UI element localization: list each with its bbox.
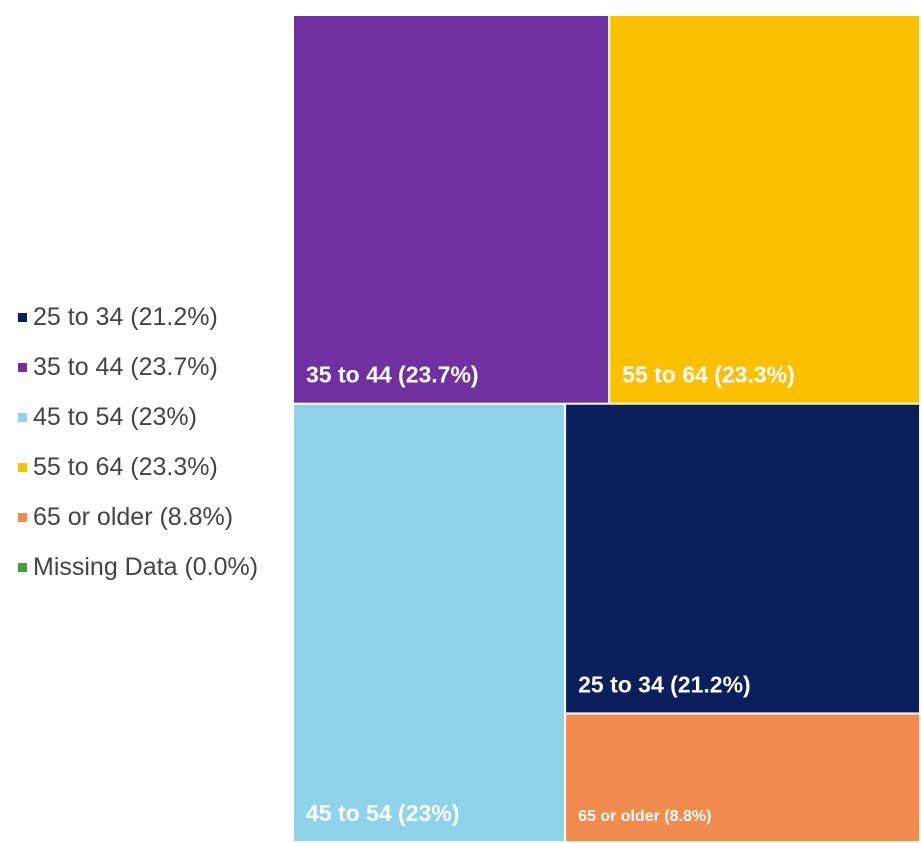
treemap-rect <box>610 16 919 403</box>
treemap-label: 25 to 34 (21.2%) <box>578 671 751 697</box>
legend: 25 to 34 (21.2%) 35 to 44 (23.7%) 45 to 54… <box>18 292 258 592</box>
treemap-label: 65 or older (8.8%) <box>578 808 711 825</box>
legend-item-65-or-older-8-8[interactable]: 65 or older (8.8%) <box>18 492 258 542</box>
treemap-rect <box>566 404 919 713</box>
treemap-rect <box>566 714 919 841</box>
legend-swatch <box>18 412 27 422</box>
treemap-label: 45 to 54 (23%) <box>306 800 459 826</box>
treemap-tile-65-or-older[interactable]: 65 or older (8.8%) <box>566 714 919 841</box>
legend-swatch <box>18 562 27 572</box>
legend-label: 45 to 54 (23%) <box>33 402 197 431</box>
legend-item-45-to-54-23[interactable]: 45 to 54 (23%) <box>18 392 258 442</box>
legend-swatch <box>18 512 27 522</box>
legend-item-missing-data-0-0[interactable]: Missing Data (0.0%) <box>18 542 258 592</box>
treemap-rect <box>294 16 609 403</box>
treemap-rect <box>294 404 565 841</box>
legend-label: Missing Data (0.0%) <box>33 552 259 581</box>
treemap-label: 55 to 64 (23.3%) <box>622 362 795 388</box>
treemap-tile-35-to-44[interactable]: 35 to 44 (23.7%) <box>294 16 609 403</box>
legend-swatch <box>18 462 27 472</box>
treemap-tile-25-to-34[interactable]: 25 to 34 (21.2%) <box>566 404 919 713</box>
legend-swatch <box>18 312 27 322</box>
legend-item-55-to-64-23-3[interactable]: 55 to 64 (23.3%) <box>18 442 258 492</box>
treemap-tile-45-to-54[interactable]: 45 to 54 (23%) <box>294 404 565 841</box>
legend-label: 35 to 44 (23.7%) <box>33 352 218 381</box>
legend-label: 65 or older (8.8%) <box>33 502 234 531</box>
treemap-label: 35 to 44 (23.7%) <box>306 362 479 388</box>
legend-item-35-to-44-23-7[interactable]: 35 to 44 (23.7%) <box>18 342 258 392</box>
legend-item-25-to-34-21-2[interactable]: 25 to 34 (21.2%) <box>18 292 258 342</box>
legend-swatch <box>18 362 27 372</box>
treemap-tile-55-to-64[interactable]: 55 to 64 (23.3%) <box>610 16 919 403</box>
legend-label: 25 to 34 (21.2%) <box>33 302 218 331</box>
legend-label: 55 to 64 (23.3%) <box>33 452 218 481</box>
